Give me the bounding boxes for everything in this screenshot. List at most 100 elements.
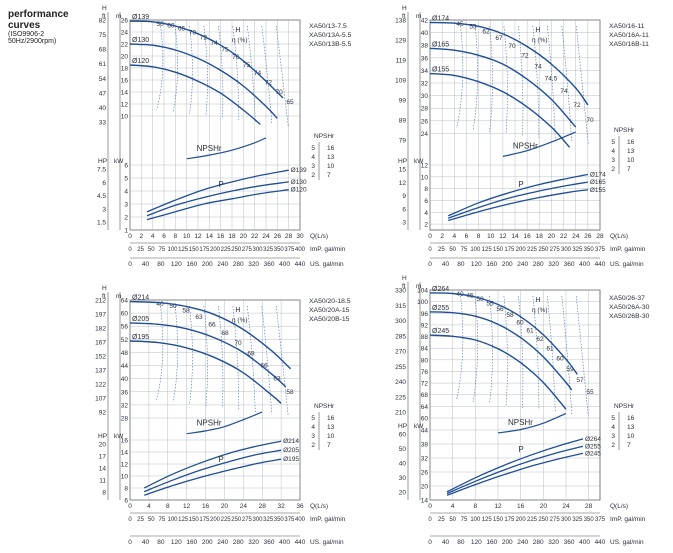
page-heading: performance curves (ISO9906-2 50Hz/2900r… bbox=[8, 9, 118, 46]
head-curve-label: Ø155 bbox=[432, 67, 449, 74]
model-label: XA50/13B-5.5 bbox=[309, 41, 352, 48]
q-tick-label: 18 bbox=[536, 233, 544, 240]
head-m-tick-label: 16 bbox=[121, 78, 129, 85]
imp-tick-label: 0 bbox=[428, 247, 432, 253]
imp-tick-label: 300 bbox=[252, 247, 263, 253]
head-m-tick-label: 80 bbox=[421, 357, 429, 364]
head-ft-tick-label: 119 bbox=[396, 58, 407, 65]
head-curve-label: Ø120 bbox=[132, 58, 149, 65]
power-hp-tick-label: 3 bbox=[102, 206, 106, 213]
imp-tick-label: 275 bbox=[242, 247, 253, 253]
q-tick-label: 22 bbox=[251, 233, 259, 240]
efficiency-iso-curve bbox=[489, 295, 493, 405]
npsh-ft-tick-label: 10 bbox=[327, 163, 335, 170]
us-tick-label: 440 bbox=[595, 261, 606, 268]
power-curve-p-label: P bbox=[518, 445, 523, 454]
power-kw-tick-label: 14 bbox=[421, 498, 429, 505]
head-ft-tick-label: 315 bbox=[395, 303, 406, 310]
power-kw-tick-label: 26 bbox=[421, 470, 429, 477]
us-tick-label: 400 bbox=[279, 539, 290, 546]
head-ft-tick-label: 225 bbox=[395, 394, 406, 401]
head-curve-label: Ø205 bbox=[132, 316, 149, 323]
head-axis-m-label: m bbox=[416, 283, 421, 290]
power-hp-tick-label: 7.5 bbox=[97, 167, 106, 174]
power-curve bbox=[143, 440, 282, 489]
imp-tick-label: 150 bbox=[493, 247, 504, 253]
power-kw-tick-label: 32 bbox=[421, 456, 429, 463]
head-ft-tick-label: 75 bbox=[99, 32, 107, 39]
chart-panel-1: Hft m101214161820222426334047546168758212… bbox=[97, 5, 352, 268]
q-axis-label: Q(L/s) bbox=[610, 503, 628, 510]
q-tick-label: 24 bbox=[562, 503, 570, 510]
q-tick-label: 24 bbox=[240, 503, 248, 510]
imp-tick-label: 250 bbox=[538, 247, 549, 253]
head-ft-tick-label: 197 bbox=[95, 312, 106, 319]
efficiency-iso-curve bbox=[247, 305, 256, 413]
head-curve bbox=[129, 20, 284, 99]
head-axis-h-label: H bbox=[102, 285, 107, 292]
efficiency-iso-curve bbox=[472, 295, 478, 403]
power-kw-tick-label: 4 bbox=[424, 210, 428, 217]
npsh-axis-label: NPSHr bbox=[314, 403, 335, 410]
imp-tick-label: 0 bbox=[128, 247, 132, 253]
head-m-tick-label: 52 bbox=[121, 337, 129, 344]
power-hp-tick-label: 14 bbox=[99, 466, 107, 473]
npsh-ft-tick-label: 10 bbox=[327, 433, 335, 440]
head-ft-tick-label: 137 bbox=[95, 368, 106, 375]
npsh-m-tick-label: 5 bbox=[311, 145, 315, 152]
q-tick-label: 6 bbox=[465, 233, 469, 240]
imp-tick-label: 225 bbox=[527, 247, 538, 253]
us-tick-label: 320 bbox=[248, 539, 259, 546]
power-curve bbox=[447, 181, 589, 219]
efficiency-iso-curve bbox=[218, 25, 224, 119]
head-ft-tick-label: 122 bbox=[95, 382, 106, 389]
efficiency-value-label: 65 bbox=[286, 99, 294, 106]
power-curve bbox=[446, 452, 584, 496]
us-tick-label: 80 bbox=[157, 261, 165, 268]
chart-panel-3: Hft m283236404448525660649210712213715216… bbox=[95, 285, 351, 546]
q-tick-label: 4 bbox=[452, 233, 456, 240]
power-curve bbox=[143, 458, 282, 496]
efficiency-iso-curve bbox=[489, 25, 493, 133]
power-hp-tick-label: 40 bbox=[399, 461, 407, 468]
head-m-tick-label: 64 bbox=[421, 404, 429, 411]
head-m-tick-label: 64 bbox=[121, 298, 129, 305]
power-kw-tick-label: 14 bbox=[121, 450, 129, 457]
head-m-tick-label: 44 bbox=[121, 363, 129, 370]
plot-frame bbox=[429, 289, 601, 501]
power-kw-tick-label: 2 bbox=[124, 215, 128, 222]
us-tick-label: 200 bbox=[502, 539, 513, 546]
power-hp-tick-label: 3 bbox=[402, 220, 406, 227]
imp-tick-label: 400 bbox=[295, 247, 306, 253]
q-tick-label: 16 bbox=[517, 503, 525, 510]
imp-tick-label: 150 bbox=[189, 517, 200, 523]
head-curve bbox=[129, 340, 282, 404]
us-tick-label: 240 bbox=[217, 261, 228, 268]
head-m-tick-label: 22 bbox=[121, 42, 129, 49]
head-curve bbox=[429, 21, 589, 106]
head-ft-tick-label: 92 bbox=[99, 410, 107, 417]
q-axis-label: Q(L/s) bbox=[310, 233, 328, 240]
power-curve-label: Ø214 bbox=[283, 438, 299, 445]
npsh-ft-tick-label: 7 bbox=[627, 166, 631, 173]
head-ft-tick-label: 54 bbox=[99, 76, 107, 83]
power-curve-p-label: P bbox=[218, 180, 223, 189]
q-tick-label: 8 bbox=[477, 233, 481, 240]
npsh-curve bbox=[497, 412, 567, 434]
npsh-ft-tick-label: 13 bbox=[327, 154, 335, 161]
imp-tick-label: 100 bbox=[470, 517, 481, 523]
q-tick-label: 10 bbox=[183, 233, 191, 240]
npsh-m-tick-label: 3 bbox=[311, 433, 315, 440]
head-ft-tick-label: 79 bbox=[399, 138, 407, 145]
npsh-m-tick-label: 5 bbox=[611, 415, 615, 422]
head-curve bbox=[129, 322, 287, 388]
q-axis-label: Q(L/s) bbox=[610, 233, 628, 240]
efficiency-value-label: 55 bbox=[586, 389, 594, 396]
efficiency-value-label: 75 bbox=[243, 62, 251, 69]
plot-frame bbox=[129, 299, 301, 501]
efficiency-value-label: 67 bbox=[495, 35, 503, 42]
efficiency-value-label: 76 bbox=[232, 54, 240, 61]
efficiency-value-label: 58 bbox=[286, 389, 294, 396]
power-curve-label: Ø139 bbox=[291, 167, 307, 174]
head-m-tick-label: 100 bbox=[417, 299, 428, 306]
